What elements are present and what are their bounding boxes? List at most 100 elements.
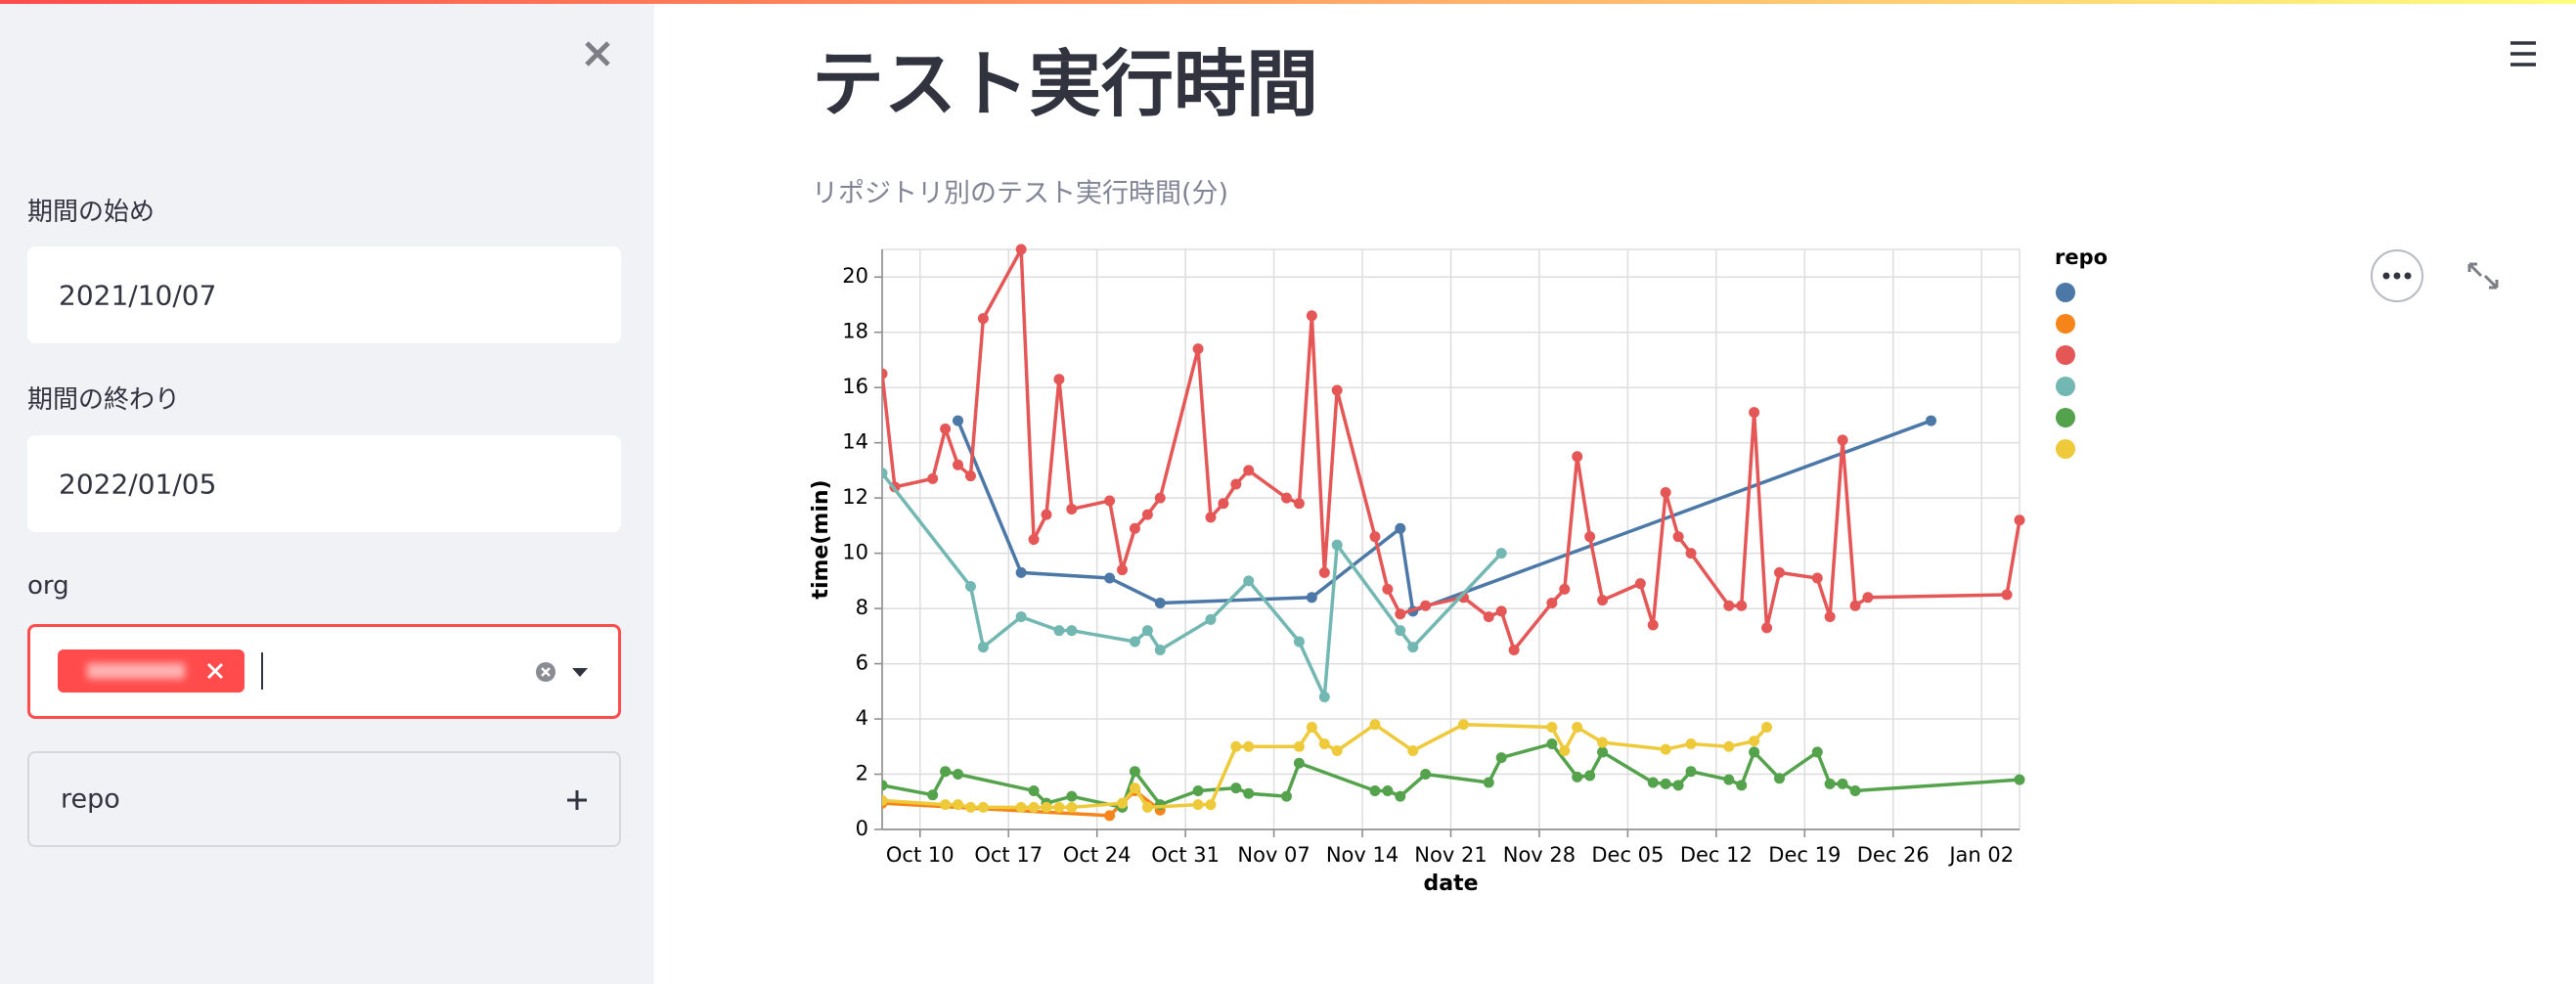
data-point [1117, 564, 1129, 576]
legend-swatch [2056, 283, 2075, 302]
data-point [1926, 415, 1937, 426]
data-point [1318, 566, 1330, 578]
x-tick-label: Oct 24 [1063, 843, 1132, 867]
repo-label: repo [61, 783, 120, 815]
data-point [1015, 244, 1027, 255]
top-decoration [0, 0, 2576, 4]
x-tick-label: Dec 19 [1768, 843, 1841, 867]
y-tick-label: 20 [842, 264, 868, 288]
data-point [977, 801, 989, 813]
data-point [1862, 592, 1874, 604]
menu-icon[interactable] [2510, 41, 2536, 67]
start-input[interactable]: 2021/10/07 [27, 246, 621, 343]
data-point [1723, 740, 1735, 752]
data-point [1811, 572, 1823, 584]
x-tick-label: Oct 10 [886, 843, 955, 867]
legend-title: repo [2055, 246, 2108, 269]
data-point [1660, 743, 1671, 755]
data-point [1129, 783, 1140, 794]
close-sidebar[interactable] [583, 39, 612, 68]
data-point [1749, 746, 1760, 758]
data-point [1736, 780, 1748, 791]
data-point [1243, 787, 1255, 799]
data-point [1407, 745, 1419, 757]
data-point [1192, 343, 1204, 355]
x-tick-label: Oct 17 [974, 843, 1043, 867]
data-point [1028, 534, 1040, 545]
data-point [1129, 766, 1140, 778]
data-point [1824, 778, 1836, 789]
data-point [1761, 722, 1773, 734]
data-point [1205, 799, 1217, 811]
subtitle: リポジトリ別のテスト実行時間(分) [812, 179, 1228, 209]
data-point [1685, 766, 1697, 778]
fullscreen-button[interactable] [2467, 262, 2499, 290]
expand-icon [567, 790, 587, 810]
data-point [953, 459, 964, 470]
data-point [1420, 769, 1432, 781]
legend-swatch [2056, 377, 2075, 396]
data-point [1053, 625, 1065, 637]
x-tick-label: Nov 07 [1237, 843, 1310, 867]
data-point [1546, 722, 1558, 734]
data-point [1559, 745, 1571, 757]
data-point [1584, 531, 1596, 543]
end-input[interactable]: 2022/01/05 [27, 435, 621, 532]
data-point [1749, 407, 1760, 419]
data-point [1129, 636, 1140, 648]
data-point [1293, 740, 1305, 752]
data-point [1015, 611, 1027, 623]
data-point [1597, 595, 1609, 606]
data-point [1685, 548, 1697, 559]
data-point [1723, 600, 1735, 611]
data-point [1849, 784, 1861, 796]
remove-tag[interactable] [206, 662, 224, 680]
data-point [1495, 548, 1507, 559]
start-label: 期間の始め [27, 198, 155, 227]
data-point [882, 794, 888, 806]
data-point [1015, 801, 1027, 813]
data-point [1597, 746, 1609, 758]
data-point [1685, 738, 1697, 749]
data-point [1546, 597, 1558, 608]
x-axis-label: date [1423, 872, 1478, 896]
cursor [261, 652, 263, 690]
data-point [882, 468, 888, 479]
data-point [1495, 605, 1507, 617]
data-point [2014, 514, 2025, 526]
org-select[interactable] [27, 624, 621, 719]
data-point [1483, 611, 1494, 623]
select-controls[interactable] [535, 660, 594, 684]
data-point [1572, 451, 1583, 463]
data-point [1634, 578, 1646, 590]
data-point [1483, 777, 1494, 788]
data-point [940, 799, 952, 811]
chart-menu-button[interactable] [2371, 249, 2423, 302]
data-point [1331, 384, 1343, 396]
data-point [1192, 799, 1204, 811]
data-point [1192, 784, 1204, 796]
data-point [1849, 600, 1861, 611]
x-tick-label: Dec 05 [1591, 843, 1664, 867]
data-point [1318, 738, 1330, 749]
data-point [1824, 611, 1836, 623]
data-point [1736, 600, 1748, 611]
data-point [1306, 722, 1317, 734]
data-point [1141, 625, 1153, 637]
data-point [1761, 622, 1773, 634]
org-label: org [27, 571, 69, 601]
y-tick-label: 18 [842, 320, 868, 343]
data-point [882, 780, 888, 791]
x-tick-label: Nov 28 [1503, 843, 1576, 867]
repo-expander[interactable]: repo [27, 751, 621, 847]
data-point [1041, 509, 1052, 520]
data-point [1546, 738, 1558, 749]
data-point [1141, 801, 1153, 813]
org-tag[interactable] [58, 649, 244, 693]
data-point [1837, 434, 1848, 446]
data-point [1508, 644, 1520, 655]
y-tick-label: 16 [842, 375, 868, 398]
data-point [1218, 498, 1229, 510]
data-point [1811, 746, 1823, 758]
